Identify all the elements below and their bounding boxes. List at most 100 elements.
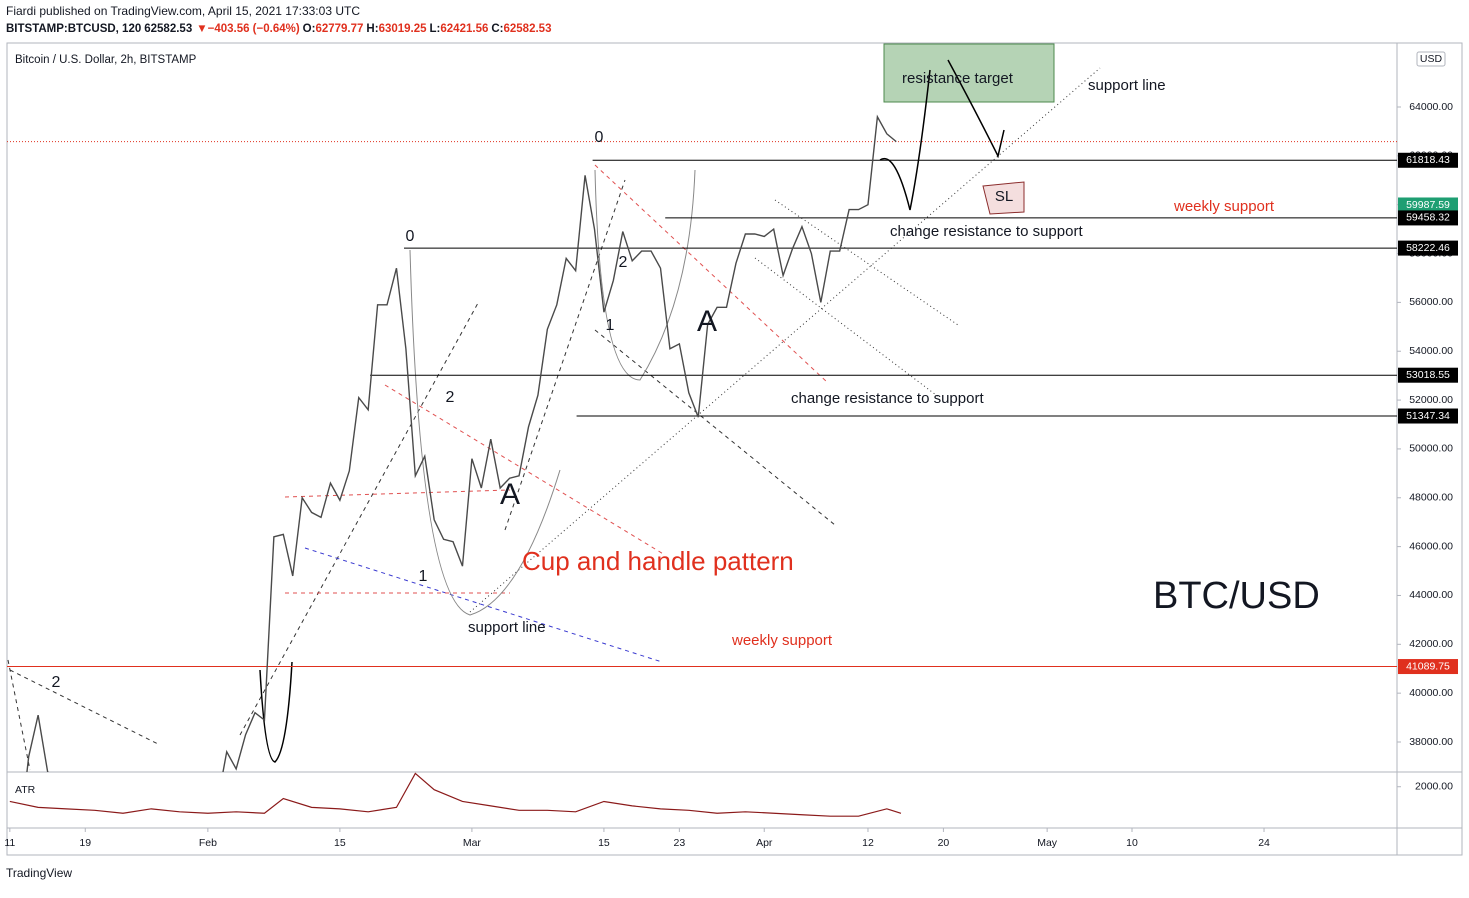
level-label: 61818.43 bbox=[1406, 154, 1450, 166]
y-tick-label: 56000.00 bbox=[1409, 296, 1453, 308]
level-label: 59458.32 bbox=[1406, 212, 1450, 224]
channel-line bbox=[774, 199, 959, 326]
x-tick-label: 23 bbox=[674, 837, 686, 849]
annotation: SL bbox=[995, 188, 1013, 205]
x-tick-label: 11 bbox=[4, 837, 15, 849]
level-label: 59987.59 bbox=[1406, 199, 1450, 211]
annotation: A bbox=[500, 478, 520, 511]
level-label-box bbox=[1398, 240, 1458, 256]
channel-line bbox=[304, 547, 663, 663]
quote-part: 63019.25 bbox=[379, 23, 428, 35]
quote-part: BITSTAMP:BTCUSD, 120 bbox=[6, 23, 141, 35]
projection bbox=[947, 59, 1005, 159]
quote-part: O: bbox=[303, 23, 316, 35]
annotation: weekly support bbox=[731, 632, 833, 649]
annotation: 1 bbox=[606, 317, 615, 334]
y-tick-label: 54000.00 bbox=[1409, 345, 1453, 357]
x-tick-label: 15 bbox=[334, 837, 346, 849]
author-line: Fiardi published on TradingView.com, Apr… bbox=[6, 4, 360, 18]
y-tick-label: 46000.00 bbox=[1409, 540, 1453, 552]
annotation: support line bbox=[468, 619, 546, 636]
y-tick-label: 48000.00 bbox=[1409, 492, 1453, 504]
quote-part: C: bbox=[491, 23, 503, 35]
level-label: 51347.34 bbox=[1406, 410, 1450, 422]
x-tick-label: 15 bbox=[598, 837, 610, 849]
annotation: 0 bbox=[595, 129, 604, 146]
quote-part: 62582.53 bbox=[504, 23, 552, 35]
level-label-box bbox=[1398, 210, 1458, 226]
level-label-box bbox=[1398, 367, 1458, 383]
annotation: Cup and handle pattern bbox=[522, 546, 794, 576]
y-tick-label: 44000.00 bbox=[1409, 589, 1453, 601]
quote-part: H: bbox=[366, 23, 378, 35]
currency-label: USD bbox=[1420, 53, 1443, 65]
x-tick-label: 20 bbox=[938, 837, 950, 849]
level-label-box bbox=[1398, 408, 1458, 424]
annotation: change resistance to support bbox=[791, 390, 984, 407]
x-tick-label: May bbox=[1037, 837, 1058, 849]
atr-label: ATR bbox=[15, 784, 36, 796]
channel-line bbox=[384, 384, 666, 556]
price-line bbox=[26, 114, 897, 772]
quote-part: ▼−403.56 (−0.64%) bbox=[196, 23, 300, 35]
x-tick-label: Apr bbox=[756, 837, 773, 849]
brand: TradingView bbox=[6, 866, 72, 880]
annotation: 0 bbox=[406, 228, 415, 245]
support-line bbox=[469, 67, 1101, 613]
annotation: BTC/USD bbox=[1153, 575, 1320, 617]
frame bbox=[6, 42, 1463, 856]
x-tick-label: Mar bbox=[463, 837, 482, 849]
annotation: change resistance to support bbox=[890, 223, 1083, 240]
atr-pane bbox=[9, 772, 902, 817]
y-tick-label: 64000.00 bbox=[1409, 101, 1453, 113]
y-tick-label: 2000.00 bbox=[1415, 781, 1453, 793]
currency-box bbox=[1416, 51, 1446, 67]
annotation: resistance target bbox=[902, 70, 1014, 87]
quote-part: L: bbox=[430, 23, 441, 35]
channel-line bbox=[594, 329, 836, 526]
x-tick-label: 12 bbox=[862, 837, 874, 849]
y-tick-label: 38000.00 bbox=[1409, 736, 1453, 748]
channel-line bbox=[594, 164, 829, 384]
projection bbox=[259, 661, 293, 763]
price-pane bbox=[7, 114, 1397, 772]
level-label-box bbox=[1398, 659, 1458, 675]
annotation: weekly support bbox=[1173, 198, 1275, 215]
x-tick-label: Feb bbox=[199, 837, 217, 849]
symbol-title: Bitcoin / U.S. Dollar, 2h, BITSTAMP bbox=[15, 54, 197, 66]
channel-line bbox=[504, 179, 626, 531]
channel-line bbox=[7, 659, 161, 771]
quote-part: 62421.56 bbox=[440, 23, 488, 35]
atr-line bbox=[9, 772, 902, 817]
level-label: 53018.55 bbox=[1406, 369, 1450, 381]
y-tick-label: 42000.00 bbox=[1409, 638, 1453, 650]
x-tick-label: 10 bbox=[1126, 837, 1138, 849]
target-zone bbox=[883, 43, 1055, 103]
y-tick-label: 52000.00 bbox=[1409, 394, 1453, 406]
drawings bbox=[7, 43, 1101, 771]
y-tick-label: 50000.00 bbox=[1409, 443, 1453, 455]
quote-line: BITSTAMP:BTCUSD, 120 62582.53 ▼−403.56 (−0… bbox=[6, 23, 551, 35]
cup-curve bbox=[409, 249, 561, 616]
level-label: 58222.46 bbox=[1406, 242, 1450, 254]
level-label-box bbox=[1398, 152, 1458, 168]
annotation: 2 bbox=[52, 674, 61, 691]
channel-line bbox=[754, 257, 941, 399]
annotation: support line bbox=[1088, 77, 1166, 94]
quote-part: 62582.53 bbox=[144, 23, 192, 35]
annotation: 2 bbox=[446, 389, 455, 406]
level-label-box bbox=[1398, 197, 1458, 213]
y-tick-label: 40000.00 bbox=[1409, 687, 1453, 699]
cup-rim bbox=[284, 489, 511, 498]
sl-callout bbox=[982, 181, 1025, 215]
annotation: 1 bbox=[419, 568, 428, 585]
level-label: 41089.75 bbox=[1406, 660, 1450, 672]
annotation: A bbox=[697, 305, 717, 338]
projection bbox=[879, 69, 931, 211]
x-tick-label: 24 bbox=[1258, 837, 1270, 849]
x-tick-label: 19 bbox=[79, 837, 91, 849]
quote-part: 62779.77 bbox=[315, 23, 363, 35]
annotation: 2 bbox=[619, 254, 628, 271]
